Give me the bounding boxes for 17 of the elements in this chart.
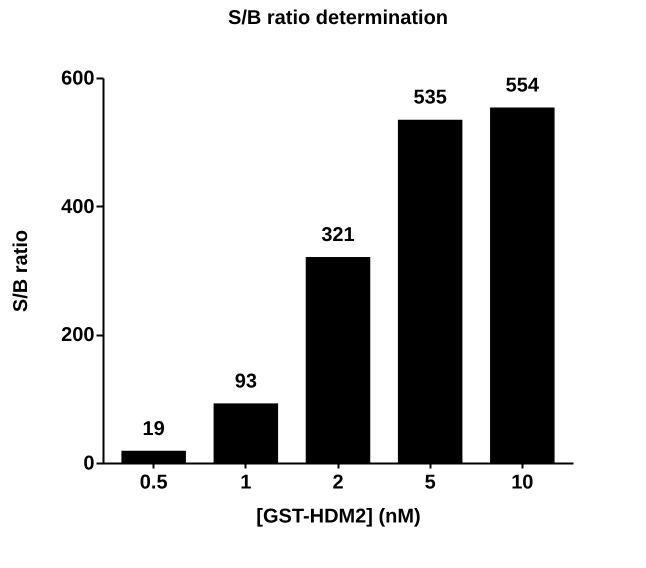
chart-title: S/B ratio determination (228, 7, 448, 29)
x-tick-label: 2 (332, 472, 344, 494)
data-label: 93 (234, 370, 257, 392)
y-tick-label: 0 (83, 452, 94, 474)
data-label: 19 (142, 418, 165, 440)
y-axis-title: S/B ratio (10, 230, 32, 312)
x-tick-label: 5 (424, 472, 436, 494)
data-label: 554 (506, 74, 540, 97)
x-tick-label: 10 (511, 472, 534, 494)
data-label: 321 (321, 224, 355, 246)
x-tick-label: 1 (240, 472, 252, 494)
data-label: 535 (413, 86, 447, 109)
x-tick-label: 0.5 (140, 472, 168, 494)
x-axis-title: [GST-HDM2] (nM) (256, 506, 421, 528)
y-tick-label: 600 (61, 68, 94, 90)
y-tick-label: 400 (61, 196, 94, 218)
y-tick-label: 200 (61, 324, 94, 346)
